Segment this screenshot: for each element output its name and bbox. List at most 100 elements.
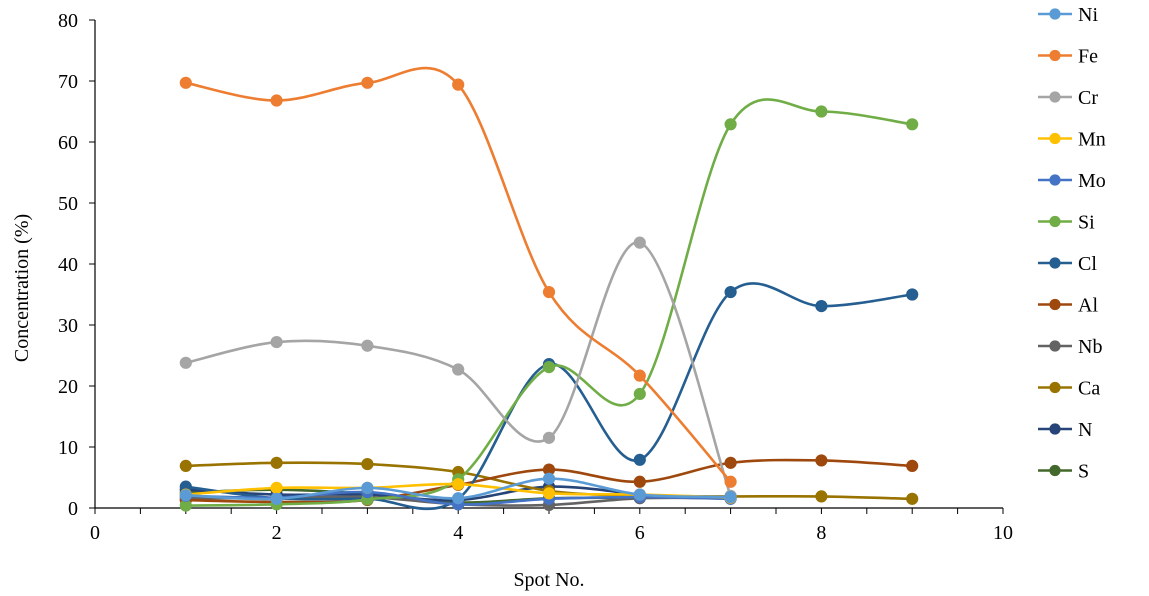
legend-marker-ca — [1049, 381, 1061, 394]
legend-label-s: S — [1078, 461, 1089, 483]
legend-item-n: N — [1038, 419, 1092, 441]
series-line-cr — [185, 241, 732, 497]
data-point-cr — [542, 431, 556, 444]
legend-label-cl: Cl — [1078, 253, 1097, 275]
data-point-al — [906, 459, 919, 473]
x-tick-label: 8 — [816, 522, 826, 544]
data-point-ni — [633, 488, 646, 501]
data-point-fe — [361, 76, 374, 89]
data-point-ca — [179, 459, 192, 473]
legend-item-mn: Mn — [1038, 129, 1106, 151]
legend-item-cr: Cr — [1038, 87, 1098, 109]
data-point-cl — [724, 285, 737, 299]
data-point-si — [815, 105, 828, 118]
series-layer — [179, 66, 919, 512]
data-point-mn — [542, 487, 556, 500]
legend-marker-mo — [1049, 174, 1061, 186]
y-tick-label: 0 — [68, 498, 78, 520]
legend-marker-si — [1049, 215, 1061, 228]
legend-label-ca: Ca — [1078, 378, 1100, 400]
x-axis-title: Spot No. — [513, 569, 584, 591]
data-point-si — [542, 360, 556, 374]
legend-label-nb: Nb — [1078, 336, 1102, 358]
data-point-cr — [270, 335, 283, 349]
data-point-ni — [452, 492, 465, 505]
legend-label-mo: Mo — [1078, 170, 1106, 192]
y-tick-label: 70 — [58, 71, 78, 93]
chart-axes: 0 2 4 6 8 10 0 10 20 30 40 50 60 70 80 — [58, 10, 1013, 544]
data-point-mn — [452, 478, 465, 491]
y-tick-label: 60 — [58, 132, 78, 154]
data-point-ni — [361, 481, 374, 494]
data-point-al — [633, 475, 646, 488]
data-point-cr — [179, 356, 192, 369]
data-point-fe — [724, 475, 737, 488]
y-tick-label: 40 — [58, 254, 78, 276]
data-point-cr — [361, 339, 374, 352]
series-fe — [179, 66, 737, 488]
legend-item-al: Al — [1038, 295, 1098, 317]
legend-item-cl: Cl — [1038, 253, 1097, 275]
legend-label-si: Si — [1078, 212, 1095, 234]
series-line-fe — [185, 66, 732, 483]
legend-label-al: Al — [1078, 295, 1098, 317]
data-point-ca — [906, 492, 919, 505]
data-point-si — [724, 118, 737, 131]
legend-item-mo: Mo — [1038, 170, 1106, 192]
data-point-fe — [452, 78, 465, 91]
data-point-al — [724, 456, 737, 469]
data-point-cl — [906, 288, 919, 301]
y-tick-label: 10 — [58, 437, 78, 459]
data-point-ni — [542, 472, 556, 485]
data-point-ca — [270, 456, 283, 469]
legend-item-si: Si — [1038, 212, 1095, 234]
chart-legend: Ni Fe Cr Mn Mo Si Cl Al Nb Ca NS — [1038, 4, 1106, 483]
data-point-ca — [361, 457, 374, 471]
data-point-al — [815, 454, 828, 467]
legend-marker-al — [1049, 298, 1061, 311]
data-point-si — [633, 387, 646, 401]
legend-marker-s — [1049, 464, 1061, 477]
data-point-cl — [815, 299, 828, 313]
legend-label-fe: Fe — [1078, 46, 1098, 68]
data-point-fe — [179, 76, 192, 89]
legend-label-ni: Ni — [1078, 4, 1098, 26]
data-point-fe — [633, 369, 646, 382]
legend-item-ni: Ni — [1038, 4, 1098, 26]
legend-item-ca: Ca — [1038, 378, 1100, 400]
data-point-mn — [270, 481, 283, 494]
data-point-si — [906, 118, 919, 131]
x-tick-label: 0 — [90, 522, 100, 544]
legend-marker-nb — [1049, 340, 1061, 352]
legend-item-s: S — [1038, 461, 1089, 483]
legend-label-cr: Cr — [1078, 87, 1098, 109]
data-point-ca — [815, 490, 828, 503]
x-tick-label: 2 — [272, 522, 282, 544]
legend-label-mn: Mn — [1078, 129, 1106, 151]
data-point-ni — [179, 489, 192, 502]
y-tick-label: 20 — [58, 376, 78, 398]
series-ni — [179, 472, 737, 505]
series-si — [179, 98, 919, 512]
y-axis-title: Concentration (%) — [11, 214, 33, 362]
data-point-fe — [542, 285, 556, 299]
data-point-ni — [270, 492, 283, 505]
data-point-cr — [633, 236, 646, 249]
legend-marker-n — [1049, 423, 1061, 435]
legend-marker-cl — [1049, 257, 1061, 269]
legend-marker-mn — [1049, 132, 1061, 145]
legend-marker-fe — [1049, 49, 1061, 62]
data-point-ni — [724, 490, 737, 504]
x-tick-label: 4 — [453, 522, 463, 544]
legend-item-fe: Fe — [1038, 46, 1098, 68]
y-tick-label: 80 — [58, 10, 78, 32]
data-point-cl — [633, 453, 646, 466]
legend-item-nb: Nb — [1038, 336, 1102, 358]
legend-label-n: N — [1078, 419, 1092, 441]
legend-marker-ni — [1049, 8, 1061, 20]
legend-marker-cr — [1049, 91, 1061, 103]
y-tick-label: 30 — [58, 315, 78, 337]
y-tick-label: 50 — [58, 193, 78, 215]
data-point-fe — [270, 94, 283, 107]
